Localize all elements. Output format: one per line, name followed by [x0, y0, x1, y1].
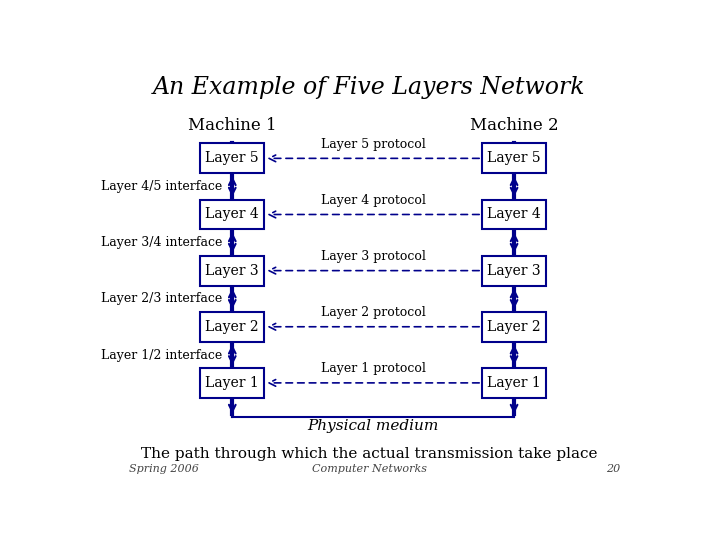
Text: Layer 1: Layer 1	[487, 376, 541, 390]
FancyBboxPatch shape	[200, 368, 264, 398]
FancyBboxPatch shape	[200, 199, 264, 230]
Text: Layer 2: Layer 2	[487, 320, 541, 334]
FancyBboxPatch shape	[482, 199, 546, 230]
FancyBboxPatch shape	[200, 144, 264, 173]
Text: Layer 3 protocol: Layer 3 protocol	[320, 250, 426, 263]
FancyBboxPatch shape	[482, 312, 546, 342]
Text: Layer 3: Layer 3	[205, 264, 259, 278]
Text: Layer 1: Layer 1	[205, 376, 259, 390]
Text: Layer 5 protocol: Layer 5 protocol	[321, 138, 426, 151]
Text: Physical medium: Physical medium	[307, 418, 439, 433]
Text: Machine 1: Machine 1	[188, 117, 276, 133]
Text: Spring 2006: Spring 2006	[129, 464, 199, 474]
Text: Machine 2: Machine 2	[469, 117, 559, 133]
Text: Layer 4: Layer 4	[205, 207, 259, 221]
Text: An Example of Five Layers Network: An Example of Five Layers Network	[153, 76, 585, 99]
Text: Computer Networks: Computer Networks	[312, 464, 426, 474]
FancyBboxPatch shape	[482, 144, 546, 173]
Text: Layer 1 protocol: Layer 1 protocol	[320, 362, 426, 375]
Text: Layer 3: Layer 3	[487, 264, 541, 278]
Text: Layer 2: Layer 2	[205, 320, 259, 334]
FancyBboxPatch shape	[200, 255, 264, 286]
FancyBboxPatch shape	[482, 255, 546, 286]
Text: Layer 1/2 interface: Layer 1/2 interface	[101, 348, 222, 361]
Text: Layer 5: Layer 5	[487, 151, 541, 165]
Text: Layer 4/5 interface: Layer 4/5 interface	[101, 180, 222, 193]
Text: Layer 4 protocol: Layer 4 protocol	[320, 194, 426, 207]
Text: Layer 5: Layer 5	[205, 151, 259, 165]
FancyBboxPatch shape	[200, 312, 264, 342]
Text: Layer 2/3 interface: Layer 2/3 interface	[101, 292, 222, 306]
Text: 20: 20	[606, 464, 620, 474]
Text: Layer 4: Layer 4	[487, 207, 541, 221]
FancyBboxPatch shape	[482, 368, 546, 398]
Text: Layer 2 protocol: Layer 2 protocol	[321, 306, 426, 319]
Text: The path through which the actual transmission take place: The path through which the actual transm…	[140, 447, 598, 461]
Text: Layer 3/4 interface: Layer 3/4 interface	[101, 237, 222, 249]
